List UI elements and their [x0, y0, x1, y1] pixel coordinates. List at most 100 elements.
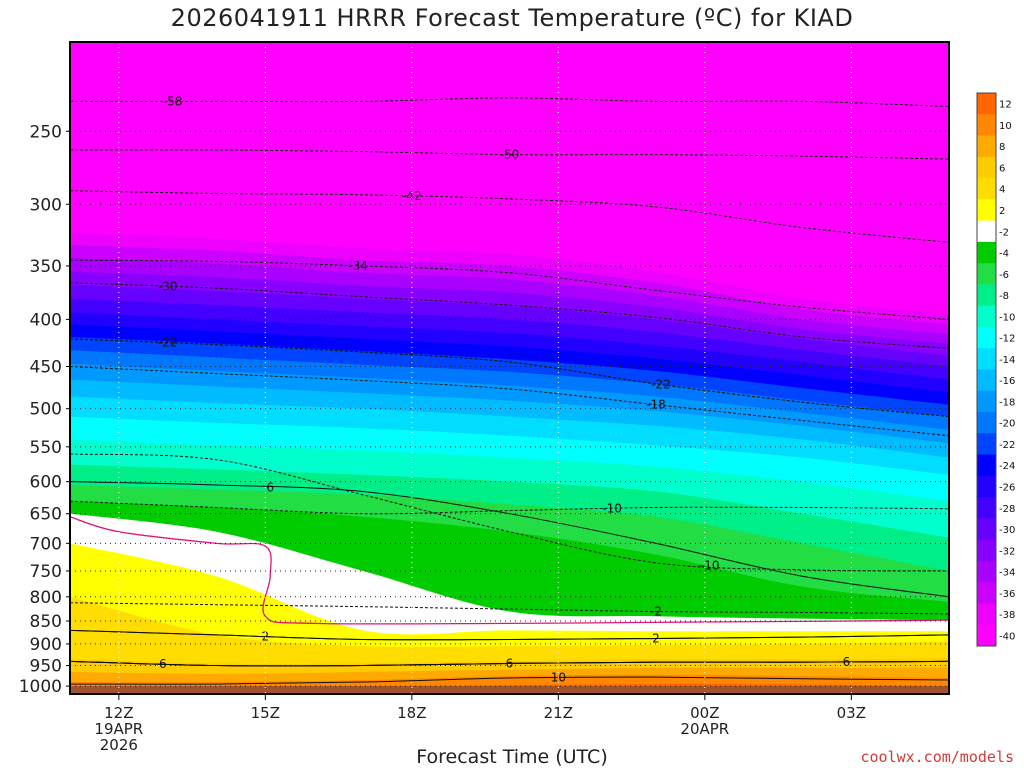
contour-line--34 [70, 259, 949, 320]
contour-line--10 [70, 453, 949, 572]
y-tick-label: 1000 [19, 677, 62, 697]
y-tick-label: 450 [30, 358, 62, 378]
colorbar-tick-label: -38 [999, 610, 1015, 621]
colorbar-tick-label: -20 [999, 419, 1015, 430]
colorbar-tick-label: -2 [999, 227, 1009, 238]
contour-label: 6 [266, 480, 274, 494]
contour-line--10 [70, 500, 949, 515]
colorbar-swatch [977, 326, 996, 349]
contour-label: -30 [158, 279, 178, 293]
contour-label: -58 [163, 94, 183, 108]
contour-label: -22 [651, 378, 671, 392]
colorbar-tick-label: -40 [999, 631, 1015, 642]
contour-line-2 [70, 629, 949, 641]
colorbar-tick-label: -10 [999, 312, 1015, 323]
colorbar-swatch [977, 305, 996, 328]
y-tick-label: 350 [30, 257, 62, 277]
colorbar-swatch [977, 518, 996, 541]
y-tick-label: 300 [30, 195, 62, 215]
y-axis-ticks: 250 300 350 400 450 500 550 600 650 700 750 800 850 9… [19, 122, 70, 697]
colorbar-tick-label: -8 [999, 291, 1009, 302]
colorbar-swatch [977, 560, 996, 583]
x-tick-label: 18Z [397, 704, 426, 722]
y-tick-label: 550 [30, 438, 62, 458]
y-tick-label: 950 [30, 657, 62, 677]
contour-label: -2 [650, 605, 662, 619]
contour-label: -10 [602, 501, 622, 515]
colorbar-swatch [977, 156, 996, 179]
colorbar-tick-label: 10 [999, 121, 1012, 132]
colorbar-swatch [977, 497, 996, 519]
colorbar-legend: 12 10 8 6 4 2 -2 -4 -6 -8 -10 -12 -14 -16 -18 -20 -22 -24… [976, 92, 1015, 647]
x-tick-label: 15Z [251, 704, 280, 722]
contour-line--18 [70, 366, 949, 437]
x-tick-label: 19APR [94, 720, 143, 738]
credit-link[interactable]: coolwx.com/models [860, 748, 1014, 766]
contour-label: 6 [843, 655, 851, 669]
colorbar-tick-label: -28 [999, 504, 1015, 515]
contour-line--30 [70, 282, 949, 349]
x-axis-title: Forecast Time (UTC) [416, 746, 608, 768]
colorbar-swatch [977, 433, 996, 456]
contour-label: -18 [646, 398, 666, 412]
y-tick-label: 400 [30, 310, 62, 330]
colorbar-tick-label: -32 [999, 546, 1015, 557]
colorbar-swatch [977, 624, 996, 647]
colorbar-tick-label: -4 [999, 249, 1009, 260]
colorbar-swatch [977, 220, 996, 243]
contour-line--22 [70, 338, 949, 418]
colorbar-tick-label: 4 [999, 185, 1005, 196]
colorbar-swatch [977, 475, 996, 498]
colorbar-tick-label: -22 [999, 440, 1015, 451]
colorbar-tick-label: -34 [999, 568, 1015, 579]
contour-label: 2 [652, 632, 660, 646]
colorbar-swatch [977, 199, 996, 222]
contour-line-6 [70, 660, 949, 667]
colorbar-swatch [977, 114, 996, 137]
colorbar-tick-label: -30 [999, 525, 1015, 536]
contour-label: -34 [348, 259, 368, 273]
colorbar-swatch [977, 263, 996, 285]
colorbar-swatch [977, 241, 996, 264]
contour-line-6 [70, 481, 949, 598]
colorbar-tick-label: -6 [999, 270, 1009, 281]
colorbar-tick-label: 12 [999, 100, 1012, 111]
contour-line-10 [70, 676, 949, 685]
contour-label: -10 [700, 558, 720, 572]
colorbar-swatch [977, 135, 996, 158]
x-tick-label: 21Z [544, 704, 573, 722]
x-tick-label: 12Z [104, 704, 133, 722]
colorbar-swatch [977, 348, 996, 370]
colorbar-swatch [977, 93, 996, 115]
grid-lines [70, 42, 949, 694]
colorbar-swatch [977, 582, 996, 604]
contour-label: -50 [500, 148, 520, 162]
colorbar-swatch [977, 412, 996, 434]
colorbar-swatch [977, 178, 996, 200]
y-tick-label: 500 [30, 400, 62, 420]
x-tick-label: 20APR [680, 720, 729, 738]
contour-line--58 [70, 97, 949, 108]
colorbar-frame [976, 92, 997, 647]
colorbar-tick-label: 6 [999, 163, 1005, 174]
colorbar-swatch [977, 284, 996, 307]
y-tick-label: 650 [30, 505, 62, 525]
colorbar-swatch [977, 369, 996, 392]
colorbar-tick-label: -14 [999, 355, 1015, 366]
y-tick-label: 850 [30, 612, 62, 632]
contour-line--50 [70, 149, 949, 160]
y-tick-label: 250 [30, 122, 62, 142]
colorbar-swatch [977, 454, 996, 477]
y-tick-label: 700 [30, 534, 62, 554]
x-tick-label: 2026 [100, 736, 138, 754]
y-tick-label: 800 [30, 588, 62, 608]
colorbar-tick-label: -18 [999, 397, 1015, 408]
contour-line--42 [70, 190, 949, 243]
x-tick-label: 00Z [690, 704, 719, 722]
x-tick-label: 03Z [837, 704, 866, 722]
y-tick-label: 750 [30, 562, 62, 582]
temperature-bands [70, 42, 949, 694]
colorbar-swatch [977, 603, 996, 626]
temperature-band-ground [70, 686, 949, 694]
